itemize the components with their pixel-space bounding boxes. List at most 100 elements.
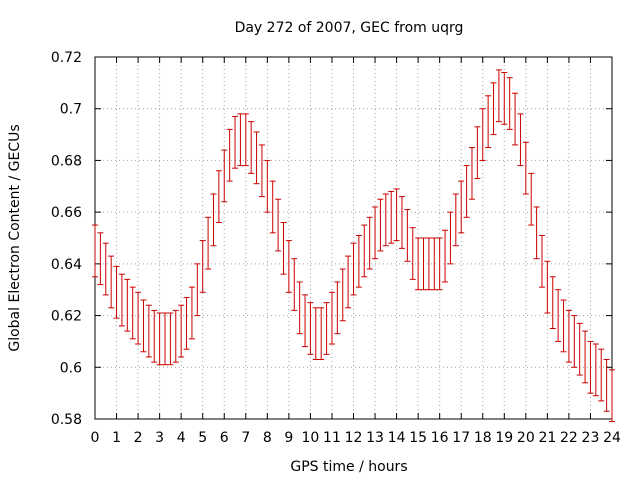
error-bar-point — [393, 188, 400, 242]
x-tick-label: 9 — [284, 430, 293, 446]
x-tick-label: 1 — [112, 430, 121, 446]
error-bar-point — [258, 144, 265, 198]
error-bar-point — [215, 170, 222, 223]
x-tick-label: 22 — [560, 430, 578, 446]
error-bar-point — [388, 190, 395, 244]
error-bar-point — [113, 265, 120, 319]
error-bar-point — [442, 229, 449, 283]
error-bar-point — [124, 278, 131, 332]
x-tick-label: 23 — [582, 430, 600, 446]
x-tick-label: 7 — [241, 430, 250, 446]
error-bar-point — [145, 304, 152, 358]
x-tick-label: 2 — [134, 430, 143, 446]
error-bar-point — [334, 281, 341, 335]
error-bar-point — [307, 302, 314, 355]
error-bar-point — [398, 196, 405, 249]
error-bar-point — [501, 72, 508, 125]
ticks: 0 1 2 3 4 5 6 7 8 9 10 11 12 13 14 15 16 17 18 19 20 21 22 23 24… — [51, 50, 621, 446]
error-bar-point — [199, 240, 206, 293]
x-tick-label: 11 — [323, 430, 341, 446]
x-tick-label: 24 — [603, 430, 621, 446]
x-tick-label: 19 — [495, 430, 513, 446]
error-bar-point — [495, 69, 502, 123]
y-axis-label: Global Electron Content / GECUs — [7, 124, 23, 351]
error-bar-point — [609, 369, 615, 423]
error-bar-point — [458, 180, 465, 234]
error-bar-point — [97, 232, 104, 286]
error-bar-point — [156, 312, 163, 366]
x-tick-label: 20 — [517, 430, 535, 446]
error-bar-point — [108, 255, 115, 309]
error-bar-point — [221, 149, 228, 203]
error-bar-point — [178, 304, 185, 358]
x-tick-label: 0 — [91, 430, 100, 446]
error-bar-point — [512, 92, 519, 146]
x-tick-label: 13 — [366, 430, 384, 446]
error-bar-point — [571, 315, 578, 368]
error-bar-point — [565, 309, 572, 363]
error-bar-point — [431, 237, 438, 291]
error-bar-point — [463, 165, 470, 218]
error-bar-point — [603, 359, 610, 412]
error-bar-point — [576, 322, 583, 376]
error-bar-point — [253, 131, 260, 185]
error-bar-point — [517, 113, 524, 167]
error-bar-point — [350, 242, 357, 296]
error-bar-point — [188, 286, 195, 340]
error-bar-point — [102, 242, 109, 296]
error-bar-point — [549, 276, 556, 329]
error-bar-point — [328, 291, 335, 345]
x-tick-label: 14 — [388, 430, 406, 446]
error-bar-point — [118, 273, 125, 327]
y-tick-label: 0.64 — [51, 257, 82, 273]
error-bar-point — [479, 108, 486, 161]
error-bar-point — [415, 237, 422, 291]
error-bar-point — [506, 77, 513, 130]
y-tick-label: 0.62 — [51, 309, 82, 325]
x-tick-label: 4 — [177, 430, 186, 446]
x-tick-label: 21 — [538, 430, 556, 446]
error-bar-point — [490, 82, 497, 136]
error-bar-point — [135, 291, 142, 345]
error-bar-point — [226, 128, 233, 182]
error-bar-point — [538, 234, 545, 288]
error-bar-point — [285, 240, 292, 293]
error-bar-point — [237, 113, 244, 167]
error-bar-point — [522, 141, 529, 195]
error-bar-point — [598, 348, 605, 402]
y-tick-label: 0.6 — [60, 360, 82, 376]
chart-title: Day 272 of 2007, GEC from uqrg — [235, 20, 464, 36]
y-tick-label: 0.58 — [51, 412, 82, 428]
error-bar-point — [420, 237, 427, 291]
x-tick-label: 10 — [302, 430, 320, 446]
error-bar-point — [205, 216, 212, 270]
error-bar-point — [296, 281, 303, 335]
error-bar-point — [587, 340, 594, 394]
error-bar-point — [210, 193, 217, 247]
error-bar-point — [248, 121, 255, 174]
error-bar-point — [269, 180, 276, 234]
error-bar-point — [404, 209, 411, 262]
error-bar-point — [92, 224, 98, 278]
x-tick-label: 17 — [452, 430, 470, 446]
error-bar-point — [425, 237, 432, 291]
error-bar-point — [232, 115, 239, 169]
error-bar-point — [452, 193, 459, 247]
error-bar-point — [436, 237, 443, 291]
error-bar-point — [183, 296, 190, 350]
error-bar-point — [355, 234, 362, 288]
error-bar-point — [382, 193, 389, 247]
error-bar-point — [447, 211, 454, 265]
error-bar-point — [312, 307, 319, 361]
error-bar-point — [172, 309, 179, 363]
error-bar-point — [582, 330, 589, 384]
error-bar-point — [291, 258, 298, 311]
error-bar-point — [474, 126, 481, 180]
error-bar-point — [151, 309, 158, 363]
x-tick-label: 12 — [345, 430, 363, 446]
error-bar-point — [345, 255, 352, 309]
error-bar-point — [592, 343, 599, 397]
error-bar-point — [366, 216, 373, 270]
error-bar-point — [409, 227, 416, 280]
